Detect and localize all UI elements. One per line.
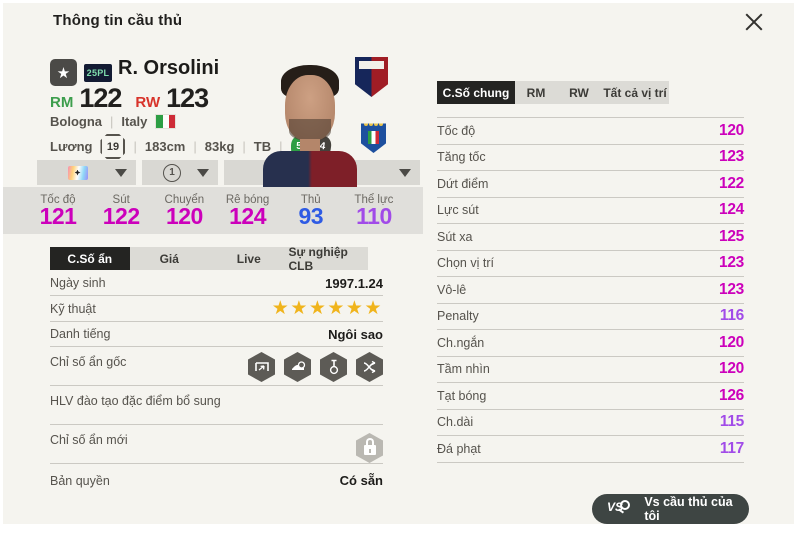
- stat-row-short-passing: Ch.ngắn 120: [437, 330, 744, 357]
- row-coach-traits: HLV đào tạo đặc điểm bổ sung: [50, 386, 383, 425]
- skill-stars: ★★★★★★: [271, 297, 383, 319]
- club-nation-row: Bologna | Italy: [50, 114, 177, 129]
- tab-all-positions[interactable]: Tất cả vị trí: [603, 85, 667, 100]
- stat-row-long-passing: Ch.dài 115: [437, 410, 744, 436]
- salary-label: Lương: [50, 139, 93, 154]
- stat-row-vision: Tầm nhìn 120: [437, 357, 744, 383]
- chevron-down-icon: [115, 169, 127, 177]
- stat-row-shot-power: Lực sút 124: [437, 198, 744, 224]
- player-info-modal: Thông tin cầu thủ ★ 25PL R. Orsolini RM …: [3, 3, 794, 524]
- main-stat-physical: Thể lực 110: [354, 194, 394, 229]
- main-stat-speed: Tốc độ 121: [39, 194, 77, 229]
- shuffle-arrows-icon: [356, 352, 383, 382]
- position-rating-rw: 123: [166, 83, 209, 113]
- page-title: Thông tin cầu thủ: [53, 12, 183, 29]
- tab-general-stats[interactable]: C.Số chung: [437, 81, 515, 104]
- tab-hidden-stats[interactable]: C.Số ẩn: [50, 247, 130, 270]
- player-name: R. Orsolini: [118, 57, 220, 79]
- row-hidden-traits-new: Chỉ số ẩn mới: [50, 425, 383, 464]
- tab-club-career[interactable]: Sự nghiệp CLB: [288, 244, 348, 273]
- enhance-level-badge: 1: [163, 163, 181, 182]
- main-stats-band: Tốc độ 121 Sút 122 Chuyển 120 Rê bóng 12…: [3, 187, 423, 234]
- player-info-table: Ngày sinh 1997.1.24 Kỹ thuật ★★★★★★ Danh…: [50, 271, 383, 497]
- stat-row-long-shots: Sút xa 125: [437, 224, 744, 251]
- player-height: 183cm: [144, 139, 186, 154]
- star-icon: ★: [56, 64, 71, 82]
- row-license: Bản quyền Có sẵn: [50, 473, 383, 488]
- chevron-down-icon: [399, 169, 411, 177]
- goal-post-icon: [248, 352, 275, 382]
- season-badge: 25PL: [84, 64, 112, 82]
- club-name: Bologna: [50, 114, 102, 129]
- tab-live[interactable]: Live: [236, 251, 261, 266]
- vs-search-icon: VS: [607, 500, 636, 518]
- stat-row-acceleration: Tăng tốc 123: [437, 145, 744, 171]
- stat-row-positioning: Chọn vị trí 123: [437, 251, 744, 277]
- detail-stats-table: Tốc độ 120 Tăng tốc 123 Dứt điểm 122 Lực…: [437, 117, 744, 463]
- row-fame: Danh tiếng Ngôi sao: [50, 322, 383, 347]
- vs-my-player-button[interactable]: VS Vs cầu thủ của tôi: [592, 494, 749, 524]
- stat-row-penalties: Penalty 116: [437, 304, 744, 330]
- position-label-rm: RM: [50, 94, 74, 111]
- row-hidden-traits-original: Chỉ số ẩn gốc: [50, 347, 383, 386]
- close-button[interactable]: [738, 6, 770, 38]
- stat-row-crossing: Tạt bóng 126: [437, 383, 744, 410]
- tab-price[interactable]: Giá: [159, 251, 179, 266]
- main-stat-shooting: Sút 122: [102, 194, 140, 229]
- player-weight: 83kg: [204, 139, 235, 154]
- enhance-level-dropdown[interactable]: 1: [142, 160, 218, 185]
- body-type: TB: [253, 139, 272, 154]
- boot-ball-icon: [284, 352, 311, 382]
- nation-name: Italy: [121, 114, 148, 129]
- tab-rm-stats[interactable]: RM: [526, 85, 546, 100]
- italy-flag-icon: [155, 114, 177, 129]
- stat-row-free-kicks: Đá phạt 117: [437, 436, 744, 463]
- position-rating-rm: 122: [79, 83, 122, 113]
- hidden-trait-icons: [248, 352, 383, 382]
- card-grade-dropdown[interactable]: [37, 160, 136, 185]
- tab-rw-stats[interactable]: RW: [569, 85, 589, 100]
- main-stat-dribbling: Rê bóng 124: [225, 194, 270, 229]
- player-photo: [255, 63, 365, 191]
- row-birthdate: Ngày sinh 1997.1.24: [50, 271, 383, 296]
- lock-icon: [356, 433, 383, 463]
- vs-button-label: Vs cầu thủ của tôi: [644, 495, 733, 523]
- stat-row-speed: Tốc độ 120: [437, 118, 744, 145]
- ball-tee-icon: [320, 352, 347, 382]
- main-stat-defending: Thủ 93: [298, 194, 324, 229]
- birthdate-value: 1997.1.24: [325, 275, 383, 291]
- info-tab-bar: C.Số ẩn Giá Live Sự nghiệp CLB: [50, 244, 368, 273]
- position-ratings: RM 122 RW 123: [50, 83, 216, 114]
- salary-badge: 19: [100, 134, 126, 159]
- chevron-down-icon: [197, 169, 209, 177]
- stat-row-volleys: Vô-lê 123: [437, 277, 744, 304]
- row-skill-moves: Kỹ thuật ★★★★★★: [50, 296, 383, 322]
- stat-row-finishing: Dứt điểm 122: [437, 171, 744, 198]
- stats-tab-bar: C.Số chung RM RW Tất cả vị trí: [437, 81, 669, 104]
- player-physique-row: Lương 19 | 183cm | 83kg | TB | 5 4: [50, 134, 332, 159]
- license-value: Có sẵn: [339, 473, 383, 488]
- card-grade-icon: [67, 165, 88, 180]
- favorite-button[interactable]: ★: [50, 59, 77, 86]
- position-label-rw: RW: [135, 94, 161, 111]
- main-stat-passing: Chuyển 120: [164, 194, 205, 229]
- fame-value: Ngôi sao: [328, 326, 383, 342]
